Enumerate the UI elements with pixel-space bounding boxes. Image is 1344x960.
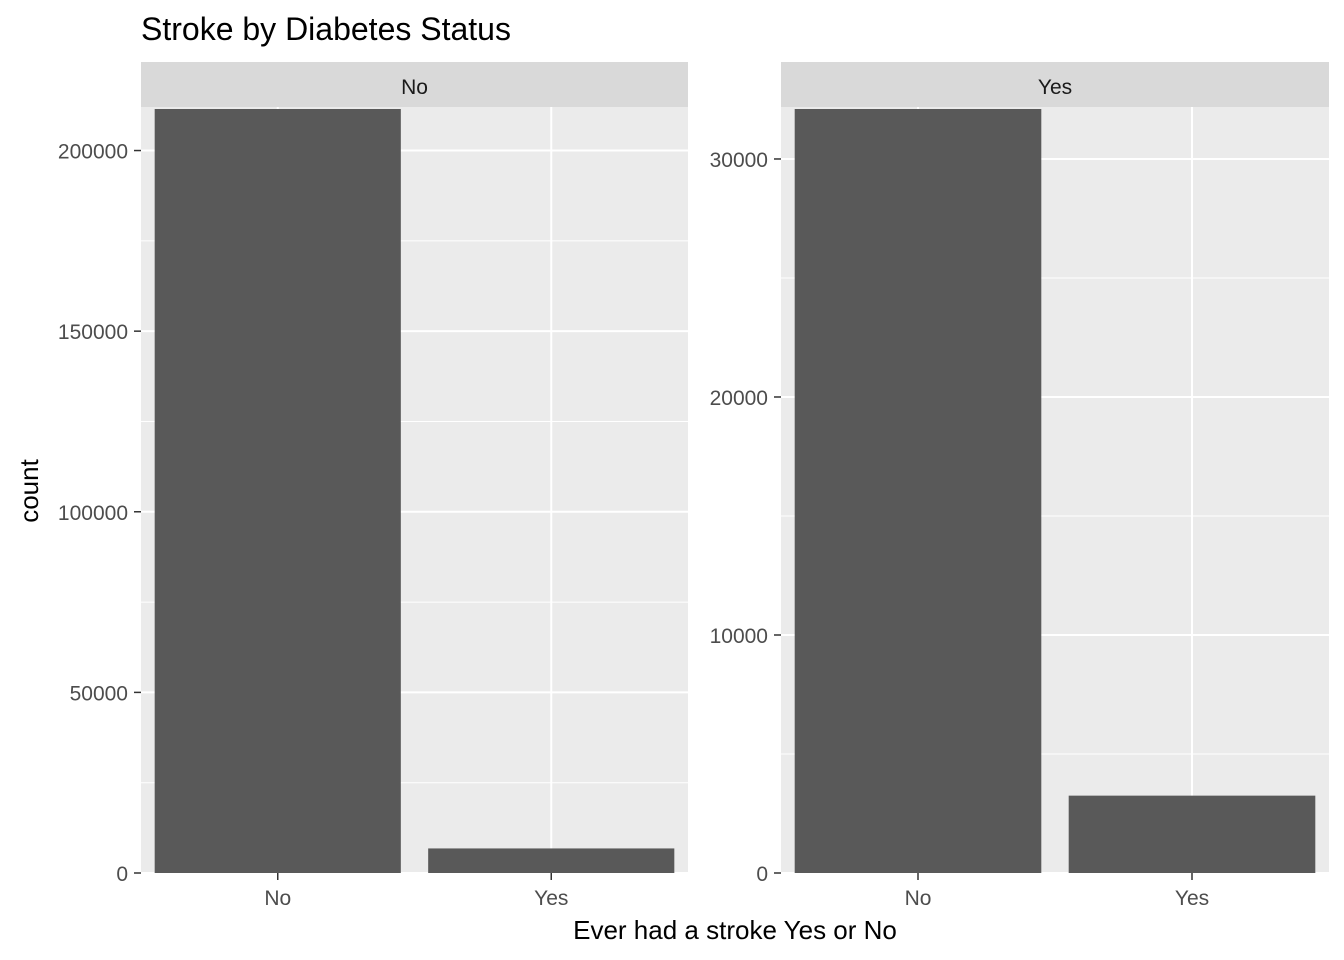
bar-yes xyxy=(428,848,675,873)
x-tick-label: Yes xyxy=(1175,887,1209,910)
y-axis-title: count xyxy=(14,458,44,522)
facet-strip xyxy=(141,62,688,107)
y-tick-label: 200000 xyxy=(58,141,128,164)
bar-yes xyxy=(1068,795,1316,873)
x-tick-label: Yes xyxy=(534,887,568,910)
chart-title: Stroke by Diabetes Status xyxy=(141,11,511,47)
y-tick-label: 100000 xyxy=(58,502,128,525)
facet-no: No 0 50000 100000 150000 200000 No Yes xyxy=(58,62,688,910)
facet-strip xyxy=(781,62,1329,107)
y-tick-label: 150000 xyxy=(58,321,128,344)
y-tick-label: 50000 xyxy=(70,682,128,705)
y-tick-label: 0 xyxy=(756,863,768,886)
x-tick-label: No xyxy=(905,887,932,910)
y-tick-label: 10000 xyxy=(710,625,768,648)
x-tick-label: No xyxy=(264,887,291,910)
facet-strip-label: Yes xyxy=(1038,76,1072,99)
facet-strip-label: No xyxy=(401,76,428,99)
bar-no xyxy=(794,109,1042,873)
y-tick-label: 0 xyxy=(116,863,128,886)
y-tick-label: 30000 xyxy=(710,149,768,172)
bar-no xyxy=(154,109,401,873)
y-tick-label: 20000 xyxy=(710,387,768,410)
facet-panels: No 0 50000 100000 150000 200000 No Yes Yes 0 10000… xyxy=(58,62,1329,910)
x-axis-title: Ever had a stroke Yes or No xyxy=(573,915,897,945)
facet-yes: Yes 0 10000 20000 30000 No Yes xyxy=(710,62,1329,910)
